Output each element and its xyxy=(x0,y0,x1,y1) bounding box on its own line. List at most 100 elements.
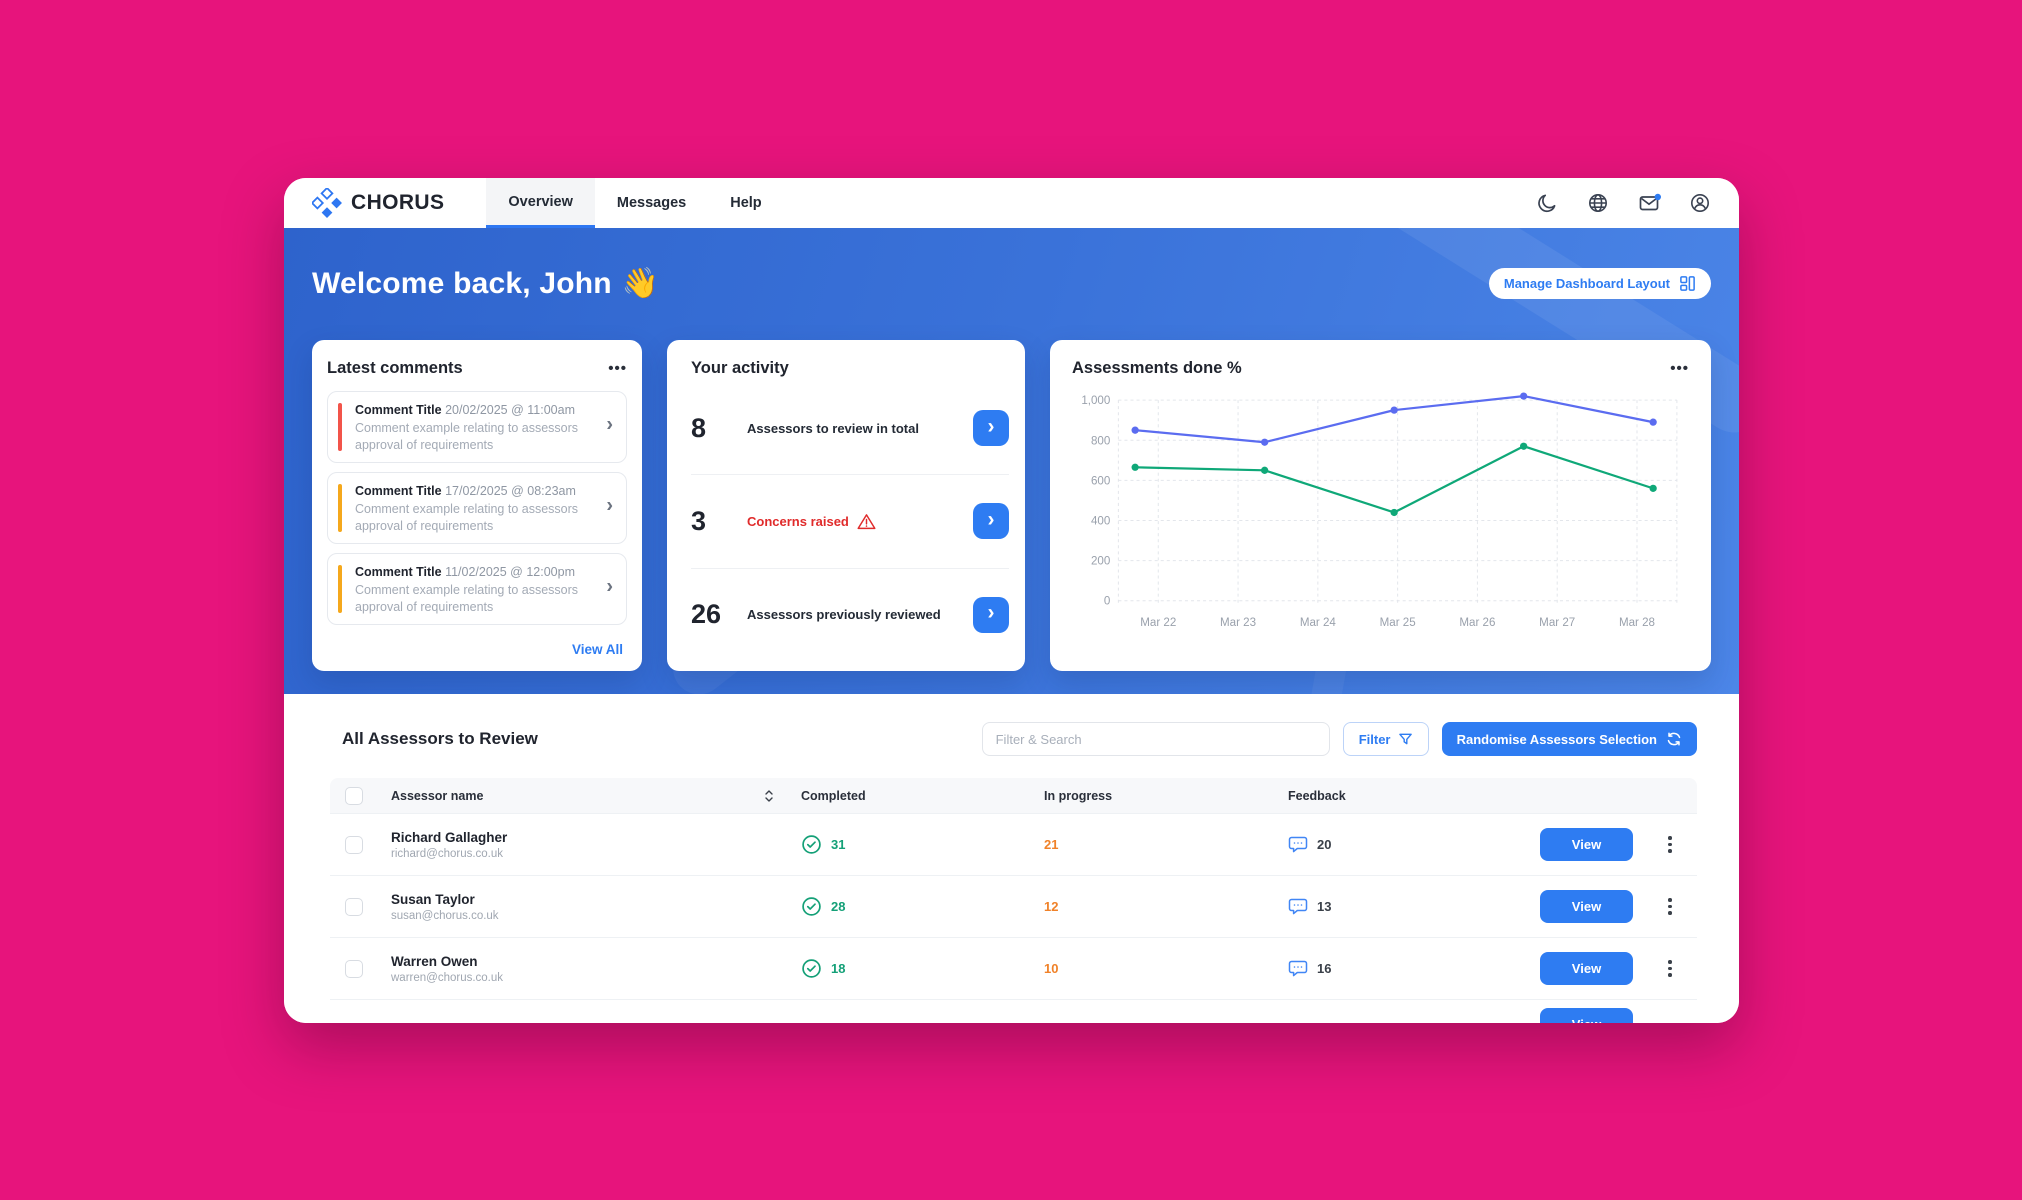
randomise-assessors-label: Randomise Assessors Selection xyxy=(1456,731,1657,747)
app-header: CHORUS Overview Messages Help xyxy=(284,178,1739,228)
hero-banner: Welcome back, John 👋 Manage Dashboard Lay… xyxy=(284,228,1739,694)
search-input[interactable] xyxy=(981,722,1330,756)
svg-text:Mar 27: Mar 27 xyxy=(1539,617,1575,629)
nav-tab-messages-label: Messages xyxy=(616,195,687,211)
manage-dashboard-layout-button[interactable]: Manage Dashboard Layout xyxy=(1488,268,1711,299)
card-menu-ellipsis-icon[interactable]: ••• xyxy=(1670,360,1689,377)
chorus-logo-icon xyxy=(312,188,342,218)
assessor-name: Richard Gallagher xyxy=(391,829,508,845)
randomise-assessors-button[interactable]: Randomise Assessors Selection xyxy=(1441,722,1697,756)
svg-text:Mar 22: Mar 22 xyxy=(1140,617,1176,629)
comment-accent-bar xyxy=(338,484,342,532)
table-row-partial: View xyxy=(330,1000,1697,1023)
activity-chevron-button[interactable]: › xyxy=(973,503,1009,540)
feedback-bubble-icon xyxy=(1288,898,1308,915)
feedback-bubble-icon xyxy=(1288,960,1308,977)
svg-text:Mar 28: Mar 28 xyxy=(1619,617,1655,629)
check-circle-icon xyxy=(802,835,821,854)
svg-text:Mar 23: Mar 23 xyxy=(1220,617,1256,629)
assessor-name: Warren Owen xyxy=(391,953,478,969)
language-globe-icon[interactable] xyxy=(1587,192,1609,214)
view-button[interactable]: View xyxy=(1540,890,1633,923)
welcome-text: Welcome back, John xyxy=(312,267,612,300)
comment-timestamp: 11/02/2025 @ 12:00pm xyxy=(445,565,575,579)
nav-tab-help[interactable]: Help xyxy=(708,178,783,228)
assessments-chart-title: Assessments done % xyxy=(1072,359,1242,377)
notification-dot xyxy=(1654,193,1661,201)
feedback-count: 16 xyxy=(1317,961,1332,976)
nav-tab-overview[interactable]: Overview xyxy=(486,178,595,228)
comment-title: Comment Title xyxy=(355,484,442,498)
assessor-email: susan@chorus.co.uk xyxy=(391,909,499,922)
assessor-name: Susan Taylor xyxy=(391,891,475,907)
check-circle-icon xyxy=(802,897,821,916)
activity-label: Concerns raised xyxy=(747,513,973,530)
wave-emoji: 👋 xyxy=(621,267,660,300)
table-header-row: Assessor name Completed In progress Feed… xyxy=(330,778,1697,814)
welcome-title: Welcome back, John 👋 xyxy=(312,266,659,301)
row-kebab-menu-icon[interactable] xyxy=(1661,958,1679,980)
activity-row-to-review: 8 Assessors to review in total › xyxy=(691,382,1009,474)
svg-text:0: 0 xyxy=(1104,596,1110,608)
filter-button[interactable]: Filter xyxy=(1342,722,1429,756)
line-chart-svg: 0 200 400 600 800 1,000 Mar 22 Mar 23 Mar 24 Mar … xyxy=(1081,392,1678,629)
row-checkbox[interactable] xyxy=(345,959,363,978)
nav-tab-messages[interactable]: Messages xyxy=(595,178,708,228)
completed-count: 31 xyxy=(831,837,846,852)
activity-chevron-button[interactable]: › xyxy=(973,410,1009,447)
concerns-raised-label: Concerns raised xyxy=(747,513,849,529)
brand-logo[interactable]: CHORUS xyxy=(312,178,444,228)
completed-count: 18 xyxy=(831,961,846,976)
feedback-count: 20 xyxy=(1317,837,1332,852)
row-checkbox[interactable] xyxy=(345,835,363,854)
latest-comments-title: Latest comments xyxy=(327,359,463,377)
column-header-in-progress: In progress xyxy=(1044,788,1113,803)
comment-item[interactable]: Comment Title 11/02/2025 @ 12:00pm Comme… xyxy=(327,553,627,625)
activity-count: 3 xyxy=(691,505,707,536)
comment-title: Comment Title xyxy=(355,403,442,417)
table-row: Warren Owen warren@chorus.co.uk 18 10 16 xyxy=(330,938,1697,1000)
select-all-checkbox[interactable] xyxy=(345,786,363,805)
svg-text:200: 200 xyxy=(1091,556,1110,568)
activity-chevron-button[interactable]: › xyxy=(973,596,1009,633)
svg-text:600: 600 xyxy=(1091,475,1110,487)
svg-text:800: 800 xyxy=(1091,435,1110,447)
check-circle-icon xyxy=(802,959,821,978)
main-nav: Overview Messages Help xyxy=(486,178,783,228)
svg-text:Mar 25: Mar 25 xyxy=(1380,617,1416,629)
table-row: Susan Taylor susan@chorus.co.uk 28 12 13 xyxy=(330,876,1697,938)
assessments-chart-card: Assessments done % ••• 0 200 400 600 800 1,00… xyxy=(1050,340,1711,671)
card-menu-ellipsis-icon[interactable]: ••• xyxy=(608,360,627,377)
comment-item[interactable]: Comment Title 17/02/2025 @ 08:23am Comme… xyxy=(327,472,627,544)
comment-title: Comment Title xyxy=(355,565,442,579)
feedback-count: 13 xyxy=(1317,899,1332,914)
nav-tab-help-label: Help xyxy=(730,195,762,211)
view-all-link[interactable]: View All xyxy=(571,642,623,657)
activity-label: Assessors previously reviewed xyxy=(747,607,941,623)
view-button[interactable]: View xyxy=(1540,952,1633,985)
activity-row-concerns: 3 Concerns raised › xyxy=(691,474,1009,567)
warning-triangle-icon xyxy=(857,514,876,530)
latest-comments-card: Latest comments ••• Comment Title 20/02/… xyxy=(312,340,642,671)
view-button[interactable]: View xyxy=(1540,1008,1633,1023)
filter-button-label: Filter xyxy=(1358,731,1391,747)
svg-text:Mar 24: Mar 24 xyxy=(1300,617,1337,629)
row-kebab-menu-icon[interactable] xyxy=(1661,896,1679,918)
funnel-icon xyxy=(1398,733,1412,744)
brand-name: CHORUS xyxy=(351,191,445,214)
comment-item[interactable]: Comment Title 20/02/2025 @ 11:00am Comme… xyxy=(327,391,627,463)
in-progress-count: 12 xyxy=(1044,899,1059,914)
account-user-icon[interactable] xyxy=(1689,192,1711,214)
completed-count: 28 xyxy=(831,899,846,914)
sort-icon[interactable] xyxy=(763,789,775,803)
row-checkbox[interactable] xyxy=(345,897,363,916)
row-kebab-menu-icon[interactable] xyxy=(1661,834,1679,856)
svg-text:Mar 26: Mar 26 xyxy=(1459,617,1495,629)
nav-tab-overview-label: Overview xyxy=(508,193,573,210)
mail-icon[interactable] xyxy=(1638,192,1661,214)
line-chart: 0 200 400 600 800 1,000 Mar 22 Mar 23 Mar 24 Mar … xyxy=(1072,388,1689,636)
comment-body: Comment example relating to assessors ap… xyxy=(355,502,579,533)
dark-mode-moon-icon[interactable] xyxy=(1536,192,1558,214)
view-button[interactable]: View xyxy=(1540,828,1633,861)
refresh-icon xyxy=(1667,732,1681,746)
